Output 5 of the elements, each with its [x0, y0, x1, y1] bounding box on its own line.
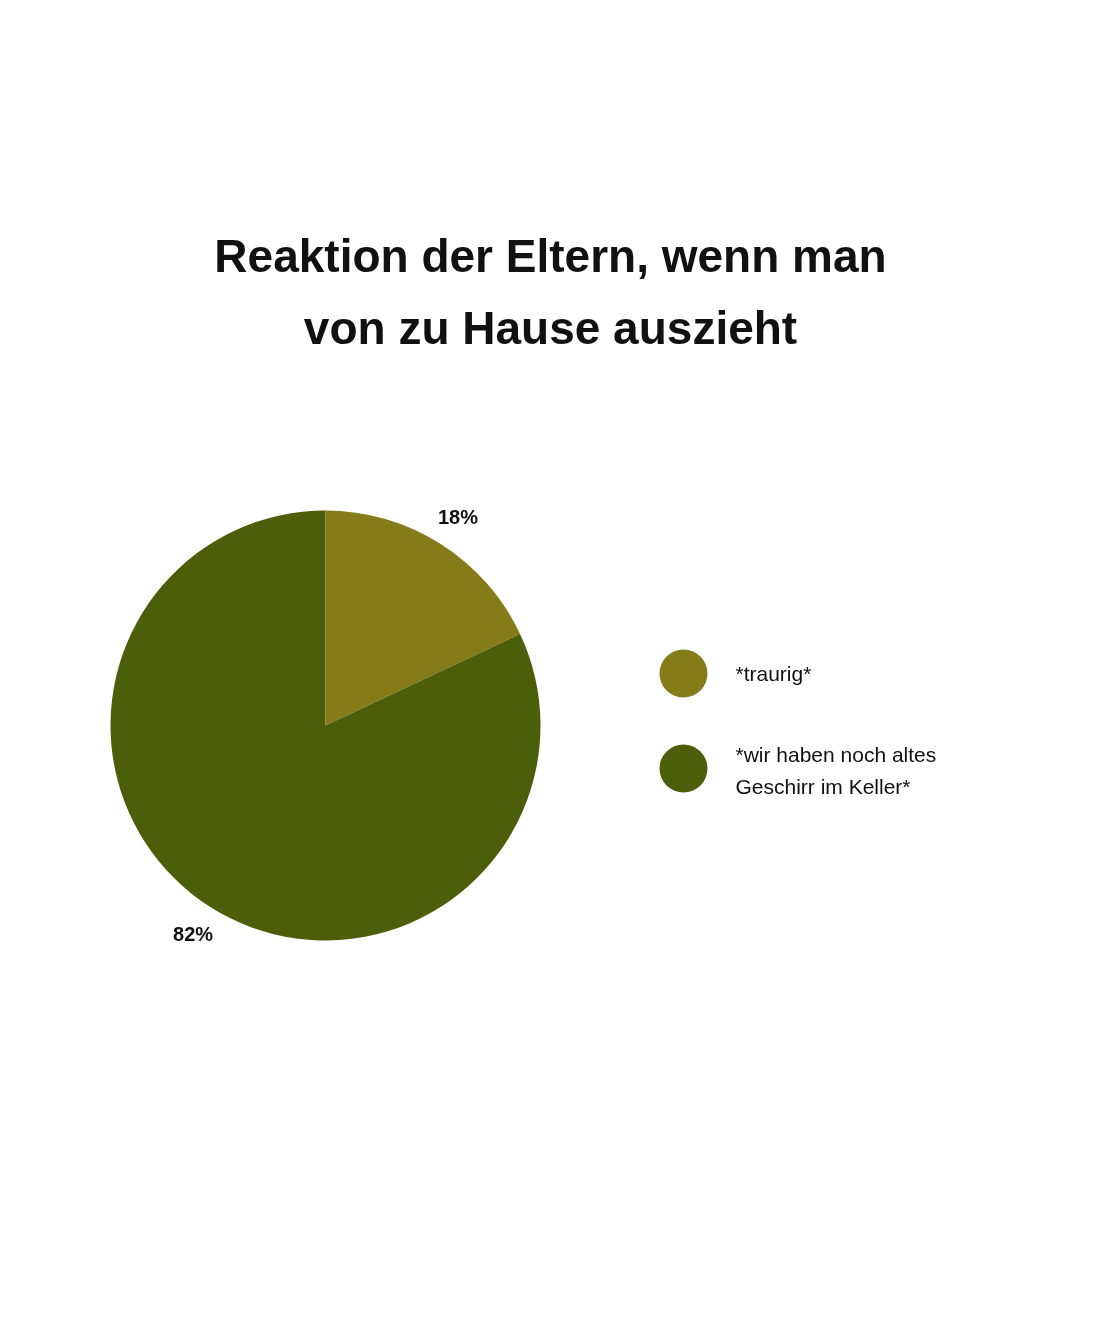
- category-label: *wir haben noch altes Geschirr im Keller*: [735, 743, 937, 798]
- legend-label: *traurig*: [735, 662, 812, 685]
- data-label: 18%: [437, 505, 479, 528]
- data-label: 82%: [173, 923, 214, 946]
- chart-title: Reaktion der Eltern, wenn man von zu Hause auszieht: [214, 229, 887, 354]
